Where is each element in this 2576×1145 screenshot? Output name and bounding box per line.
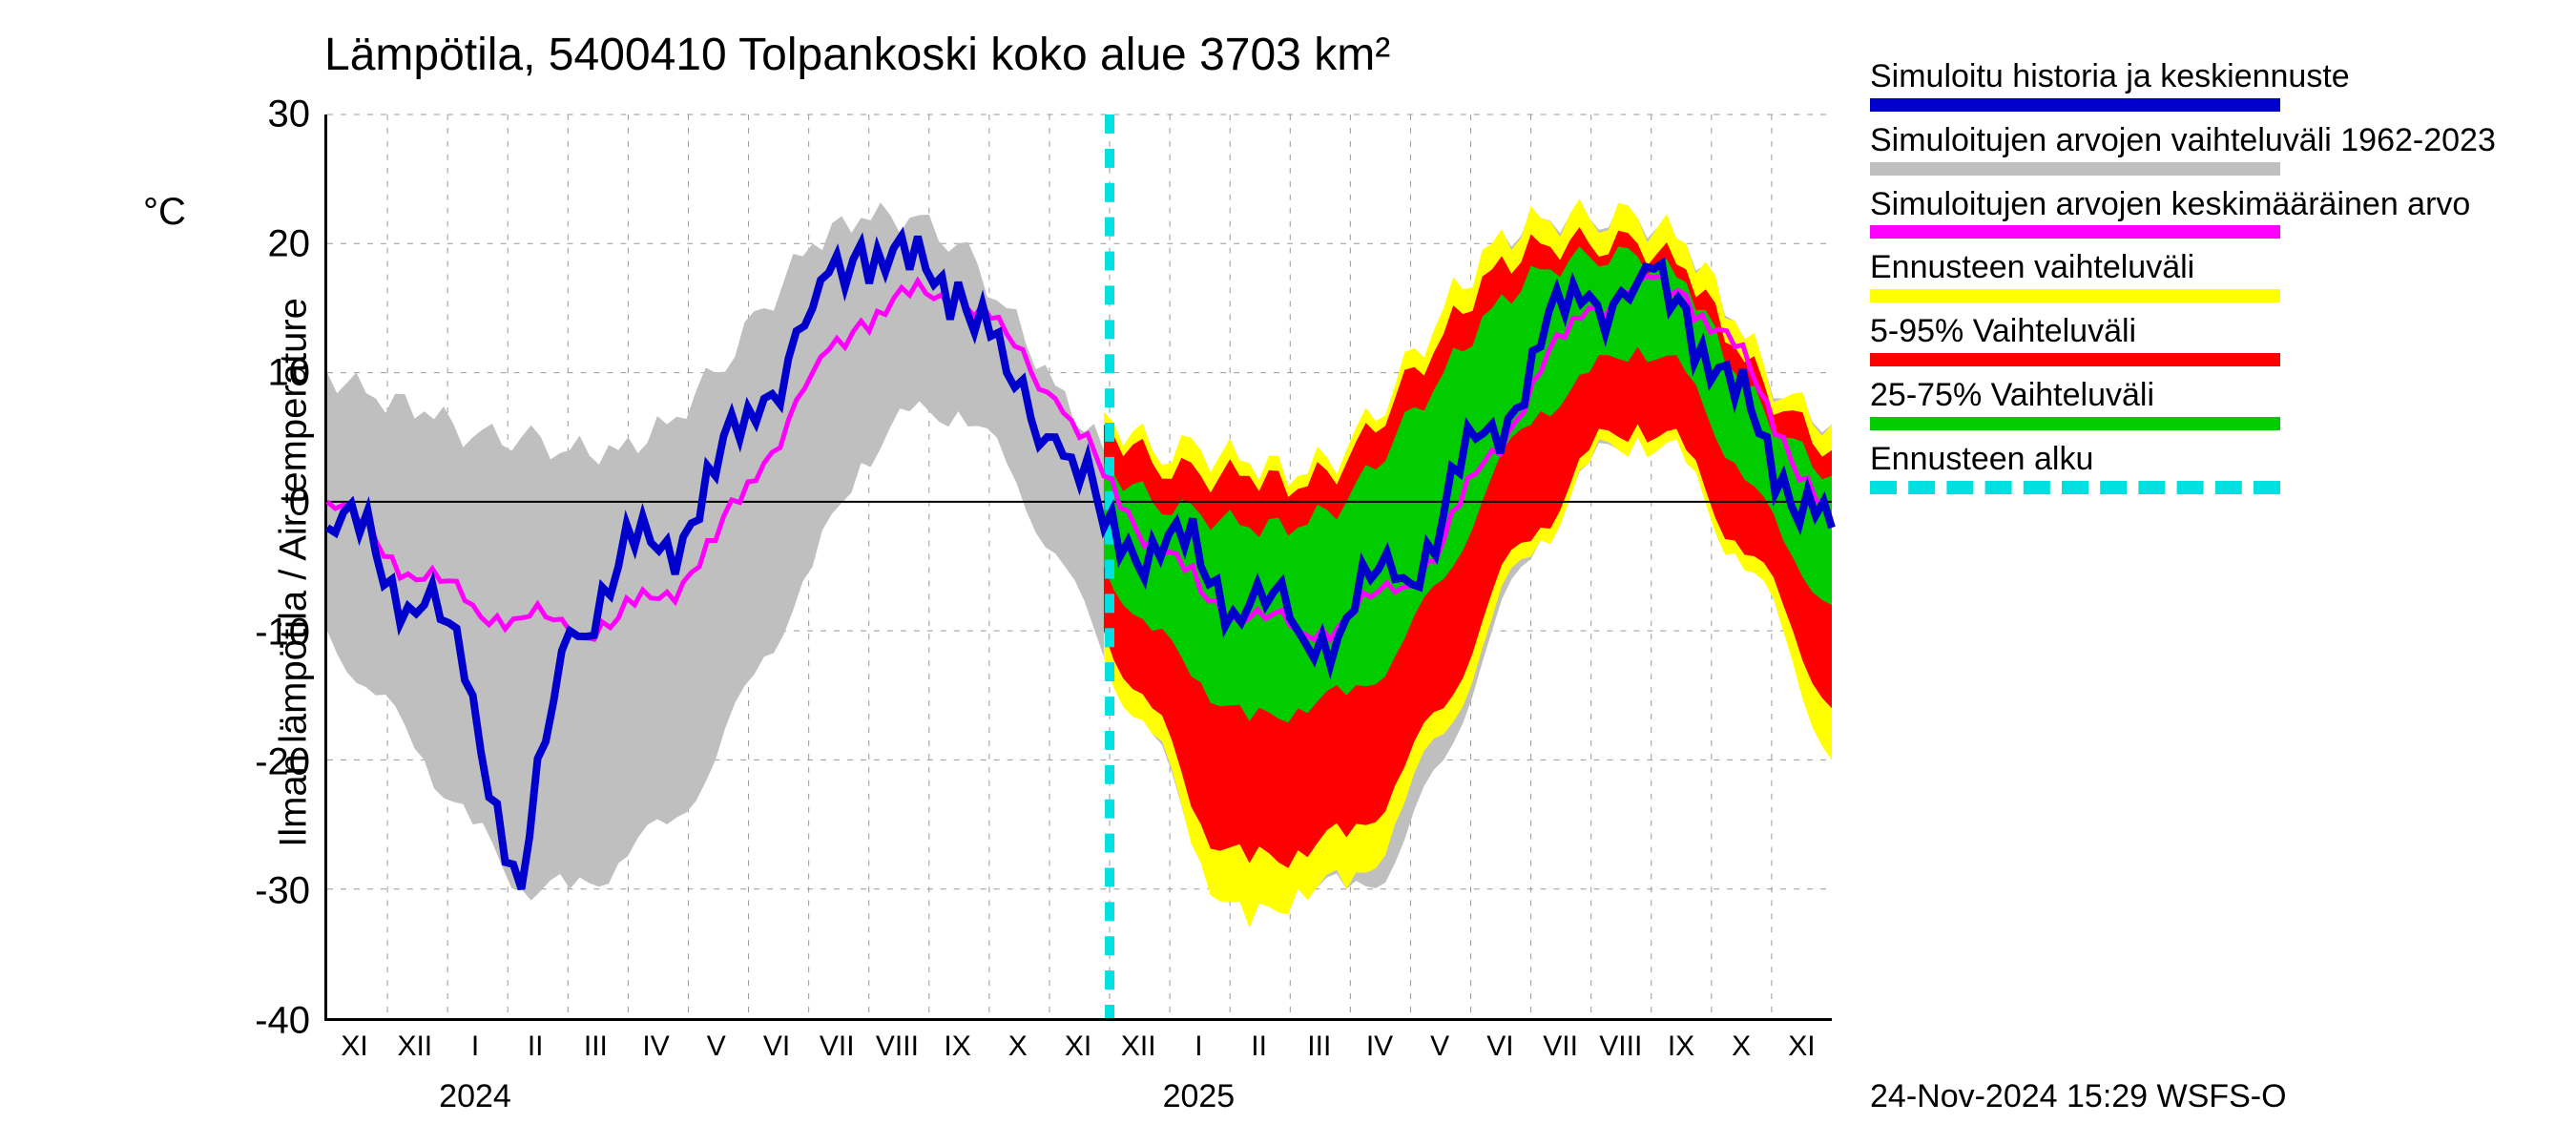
x-tick-label: VIII	[876, 1030, 919, 1063]
x-tick-label: VIII	[1599, 1030, 1642, 1063]
x-year-label: 2024	[439, 1078, 511, 1115]
x-tick-label: XI	[1065, 1030, 1091, 1063]
legend-label: Simuloitu historia ja keskiennuste	[1870, 57, 2538, 96]
timestamp-label: 24-Nov-2024 15:29 WSFS-O	[1870, 1078, 2287, 1115]
legend-label: Simuloitujen arvojen keskimääräinen arvo	[1870, 185, 2538, 224]
temperature-chart: Ilman lämpötila / Air temperature °C Läm…	[0, 0, 2576, 1145]
legend-entry: Ennusteen vaihteluväli	[1870, 248, 2538, 302]
plot-area	[324, 114, 1832, 1021]
x-tick-label: XII	[1121, 1030, 1156, 1063]
legend-entry: Simuloitu historia ja keskiennuste	[1870, 57, 2538, 112]
legend-entry: Ennusteen alku	[1870, 440, 2538, 494]
x-tick-label: VII	[820, 1030, 855, 1063]
y-tick-label: -30	[215, 870, 310, 913]
legend-swatch	[1870, 98, 2280, 112]
x-tick-label: X	[1008, 1030, 1028, 1063]
x-tick-label: IV	[1366, 1030, 1393, 1063]
y-tick-label: -20	[215, 740, 310, 783]
x-tick-label: IV	[642, 1030, 669, 1063]
legend-swatch	[1870, 225, 2280, 239]
x-tick-label: IX	[1668, 1030, 1694, 1063]
legend-swatch	[1870, 353, 2280, 366]
x-tick-label: XI	[341, 1030, 367, 1063]
x-tick-label: II	[528, 1030, 544, 1063]
x-tick-label: V	[1430, 1030, 1449, 1063]
x-tick-label: V	[707, 1030, 726, 1063]
y-tick-label: 30	[215, 94, 310, 136]
x-tick-label: VI	[763, 1030, 790, 1063]
legend-label: Ennusteen alku	[1870, 440, 2538, 479]
legend-entry: 5-95% Vaihteluväli	[1870, 312, 2538, 366]
legend-entry: Simuloitujen arvojen vaihteluväli 1962-2…	[1870, 121, 2538, 176]
x-tick-label: II	[1251, 1030, 1267, 1063]
x-tick-label: I	[471, 1030, 479, 1063]
legend: Simuloitu historia ja keskiennuste Simulo…	[1870, 57, 2538, 504]
legend-swatch	[1870, 417, 2280, 430]
y-tick-label: 20	[215, 222, 310, 265]
x-tick-label: VI	[1486, 1030, 1513, 1063]
x-year-label: 2025	[1163, 1078, 1236, 1115]
legend-swatch	[1870, 481, 2280, 494]
x-tick-label: I	[1195, 1030, 1202, 1063]
legend-label: 5-95% Vaihteluväli	[1870, 312, 2538, 351]
x-tick-label: XI	[1788, 1030, 1815, 1063]
legend-entry: 25-75% Vaihteluväli	[1870, 376, 2538, 430]
chart-svg	[327, 114, 1832, 1018]
y-tick-label: -40	[215, 1000, 310, 1043]
legend-swatch	[1870, 162, 2280, 176]
chart-title: Lämpötila, 5400410 Tolpankoski koko alue…	[324, 29, 1390, 81]
x-tick-label: XII	[397, 1030, 432, 1063]
y-tick-label: 0	[215, 482, 310, 525]
y-tick-label: -10	[215, 611, 310, 654]
x-tick-label: X	[1732, 1030, 1751, 1063]
x-tick-label: III	[584, 1030, 608, 1063]
x-tick-label: IX	[944, 1030, 970, 1063]
y-tick-label: 10	[215, 352, 310, 395]
y-axis-unit: °C	[143, 191, 186, 234]
legend-swatch	[1870, 289, 2280, 302]
legend-label: Ennusteen vaihteluväli	[1870, 248, 2538, 287]
legend-label: 25-75% Vaihteluväli	[1870, 376, 2538, 415]
x-tick-label: III	[1307, 1030, 1331, 1063]
x-tick-label: VII	[1543, 1030, 1578, 1063]
legend-label: Simuloitujen arvojen vaihteluväli 1962-2…	[1870, 121, 2538, 160]
legend-entry: Simuloitujen arvojen keskimääräinen arvo	[1870, 185, 2538, 239]
